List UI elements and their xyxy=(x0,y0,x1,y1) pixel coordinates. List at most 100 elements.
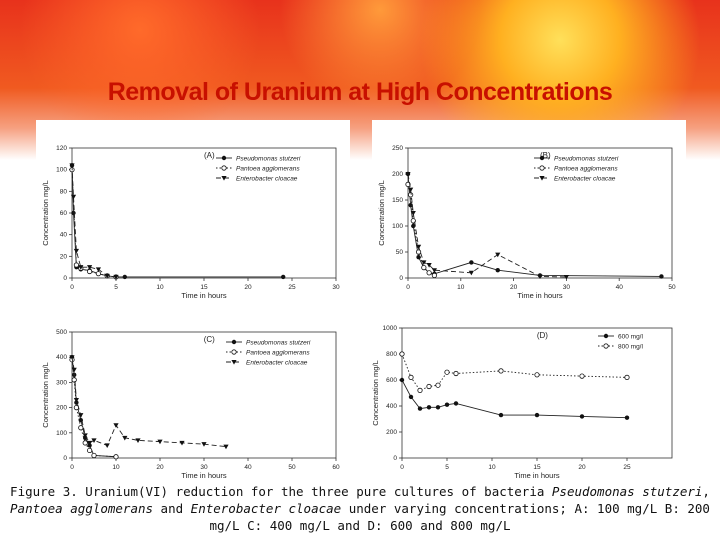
data-point xyxy=(71,377,77,383)
x-tick-label: 15 xyxy=(533,464,541,471)
data-point xyxy=(539,155,545,161)
data-point xyxy=(69,355,75,360)
data-point xyxy=(73,248,79,254)
data-point xyxy=(281,274,286,280)
data-point xyxy=(444,369,450,375)
data-point xyxy=(415,244,422,250)
data-point xyxy=(104,443,110,448)
legend-label: Enterobacter cloacae xyxy=(236,176,298,183)
data-point xyxy=(426,270,432,276)
data-point xyxy=(104,273,110,279)
data-point xyxy=(87,440,93,446)
x-tick-label: 50 xyxy=(668,284,676,291)
series-line xyxy=(407,173,662,277)
data-point xyxy=(78,413,84,418)
x-tick-label: 40 xyxy=(616,284,624,291)
legend-label: Pseudomonas stutzeri xyxy=(554,156,619,163)
x-tick-label: 5 xyxy=(114,284,118,291)
data-point xyxy=(69,163,75,168)
data-point xyxy=(579,414,585,419)
y-tick-label: 250 xyxy=(392,145,403,152)
caption-part-1: Figure 3. Uranium(VI) reduction for the … xyxy=(10,484,552,499)
legend-label: Pantoea agglomerans xyxy=(554,166,618,173)
data-point xyxy=(82,433,88,438)
caption-part-2: , xyxy=(702,484,710,499)
chart-panel-c: 0 10 20 30 40 50 60 0 100 200 300 400 500 Time in hou… xyxy=(36,322,350,480)
caption-part-4: under varying concentrations; A: 100 mg/… xyxy=(209,501,710,533)
data-point xyxy=(468,270,474,276)
data-point xyxy=(87,265,93,270)
data-point xyxy=(453,370,459,377)
data-point xyxy=(231,360,237,365)
legend-label: Enterobacter cloacae xyxy=(554,176,616,183)
data-point xyxy=(624,415,630,420)
legend-label: Pseudomonas stutzeri xyxy=(246,340,311,347)
data-point xyxy=(408,374,414,381)
chart-b: 0 10 20 30 40 50 0 50 100 150 200 250 Time in hours C… xyxy=(377,145,676,298)
series-line xyxy=(407,173,567,278)
data-point xyxy=(113,423,119,428)
x-tick-label: 0 xyxy=(406,284,410,291)
data-point xyxy=(399,377,405,383)
y-tick-label: 120 xyxy=(56,145,67,152)
figure-caption: Figure 3. Uranium(VI) reduction for the … xyxy=(10,483,710,534)
y-tick-label: 100 xyxy=(56,430,67,437)
legend-label: Pseudomonas stutzeri xyxy=(236,156,301,163)
x-tick-label: 10 xyxy=(156,284,164,291)
data-point xyxy=(539,165,545,171)
data-point xyxy=(91,452,97,459)
chart-panel-a: 0 5 10 15 20 25 30 0 20 40 60 80 100 120 Time in hours… xyxy=(36,120,350,298)
data-point xyxy=(498,412,504,418)
data-point xyxy=(82,440,88,446)
data-point xyxy=(426,263,432,268)
y-tick-label: 600 xyxy=(386,377,397,384)
data-point xyxy=(421,260,427,265)
panel-label: (C) xyxy=(204,335,215,344)
data-point xyxy=(498,368,504,374)
data-point xyxy=(70,194,77,200)
y-axis-label: Concentration mg/L xyxy=(41,180,50,245)
data-point xyxy=(408,394,414,400)
y-tick-label: 20 xyxy=(60,253,68,260)
x-tick-label: 20 xyxy=(244,284,252,291)
series-line xyxy=(71,169,117,278)
data-point xyxy=(444,402,450,407)
data-point xyxy=(221,176,227,181)
data-point xyxy=(408,187,414,193)
y-tick-label: 400 xyxy=(56,354,67,361)
data-point xyxy=(416,255,421,260)
data-point xyxy=(415,249,422,255)
data-point xyxy=(603,343,609,349)
data-point xyxy=(539,176,545,181)
data-point xyxy=(579,373,585,379)
y-tick-label: 150 xyxy=(392,197,403,204)
y-tick-label: 200 xyxy=(56,405,67,412)
data-point xyxy=(453,401,459,406)
data-point xyxy=(221,155,227,161)
y-tick-label: 500 xyxy=(56,329,67,336)
x-tick-label: 25 xyxy=(623,464,631,471)
data-point xyxy=(231,339,237,345)
caption-species-1: Pseudomonas stutzeri xyxy=(551,484,703,499)
data-point xyxy=(431,272,438,278)
x-tick-label: 30 xyxy=(563,284,571,291)
x-tick-label: 20 xyxy=(156,464,164,471)
x-axis-label: Time in hours xyxy=(181,471,226,480)
x-tick-label: 0 xyxy=(400,464,404,471)
data-point xyxy=(201,442,207,447)
data-point xyxy=(157,439,163,445)
data-point xyxy=(221,165,227,171)
data-point xyxy=(624,374,630,381)
data-point xyxy=(113,274,119,280)
data-point xyxy=(73,398,79,403)
data-point xyxy=(78,265,84,270)
data-point xyxy=(537,274,543,280)
x-tick-label: 0 xyxy=(70,464,74,471)
legend-label: 800 mg/l xyxy=(618,344,643,351)
legend-label: Pantoea agglomerans xyxy=(246,350,310,357)
x-tick-label: 5 xyxy=(445,464,449,471)
x-tick-label: 25 xyxy=(288,284,296,291)
y-tick-label: 1000 xyxy=(383,325,398,332)
x-tick-label: 10 xyxy=(457,284,465,291)
data-point xyxy=(534,412,540,418)
